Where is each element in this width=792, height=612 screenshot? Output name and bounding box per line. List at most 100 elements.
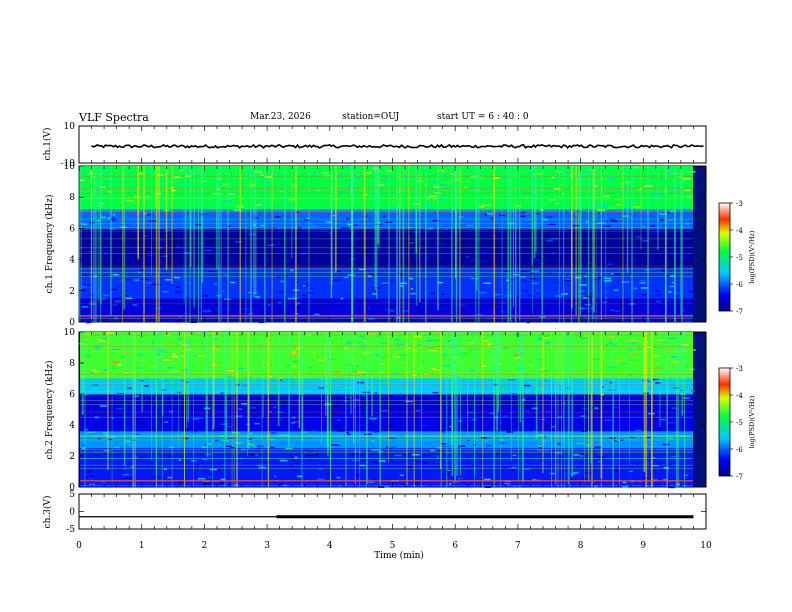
spectrogram-speckle: [644, 253, 647, 256]
spectrogram-band: [80, 166, 693, 210]
spectrogram-speckle: [379, 263, 383, 266]
spectrogram-speckle: [285, 365, 291, 367]
spectrogram-speckle: [206, 443, 213, 445]
spectrogram-speckle: [330, 420, 335, 422]
spectrogram-speckle: [487, 345, 491, 348]
spectrogram-speckle: [535, 454, 544, 457]
spectrogram-speckle: [304, 191, 311, 193]
spectrogram-speckle: [657, 169, 666, 171]
spectrogram-speckle: [468, 319, 477, 322]
spectrogram-speckle: [620, 357, 627, 360]
spectrogram-speckle: [127, 466, 131, 468]
spectrogram-speckle: [89, 472, 98, 474]
ch1-waveform-panel: [78, 125, 707, 164]
spectrogram-speckle: [238, 408, 243, 410]
spectrogram-speckle: [309, 300, 313, 303]
spectrogram-speckle: [608, 207, 616, 209]
spectrogram-speckle: [103, 231, 109, 233]
spectrogram-speckle: [105, 174, 110, 176]
spectrogram-speckle: [382, 180, 385, 183]
spectrogram-speckle: [269, 227, 277, 229]
spectrogram-speckle: [196, 464, 199, 466]
spectrogram-speckle: [581, 171, 586, 174]
spectrogram-speckle: [458, 216, 464, 218]
spectrogram-speckle: [260, 461, 267, 463]
spectrogram-speckle: [334, 384, 342, 387]
x-tick-label: 2: [202, 541, 208, 551]
spectrogram-speckle: [464, 186, 467, 189]
spectrogram-speckle: [308, 366, 313, 369]
spectrogram-speckle: [210, 312, 217, 314]
spectrogram-speckle: [81, 306, 89, 308]
spectrogram-speckle: [550, 472, 556, 475]
spectrogram-speckle: [181, 391, 184, 394]
spectrogram-speckle: [564, 312, 571, 314]
spectrogram-speckle: [671, 407, 677, 409]
spectrogram-speckle: [621, 405, 625, 408]
spectrogram-speckle: [563, 204, 569, 207]
spectrogram-speckle: [404, 176, 412, 179]
spectrogram-speckle: [292, 360, 300, 362]
spectrogram-speckle: [668, 423, 674, 425]
spectrogram-speckle: [540, 370, 548, 372]
spectrogram-speckle: [653, 229, 662, 232]
spectrogram-speckle: [214, 427, 222, 429]
spectrogram-speckle: [568, 298, 572, 301]
ch2-spectrogram-tick-label: 0: [69, 483, 75, 493]
spectrogram-speckle: [655, 376, 662, 379]
spectrogram-speckle: [585, 244, 588, 246]
spectrogram-speckle: [432, 219, 440, 222]
spectrogram-speckle: [212, 338, 218, 340]
spectrogram-speckle: [280, 368, 283, 371]
spectrogram-speckle: [648, 229, 654, 232]
spectrogram-speckle: [300, 306, 306, 308]
spectrogram-speckle: [389, 208, 397, 210]
spectrogram-speckle: [499, 483, 508, 486]
spectrogram-speckle: [586, 437, 594, 440]
spectrogram-speckle: [508, 402, 516, 405]
spectrogram-speckle: [553, 187, 561, 190]
spectrogram-speckle: [666, 275, 671, 277]
spectrogram-speckle: [380, 356, 384, 359]
spectrogram-speckle: [583, 307, 588, 310]
spectrogram-speckle: [228, 264, 236, 266]
spectrogram-speckle: [134, 279, 140, 281]
spectrogram-speckle: [112, 213, 116, 216]
spectrogram-speckle: [558, 424, 563, 426]
colorbar-tick-label: -6: [736, 446, 743, 454]
spectrogram-speckle: [630, 359, 638, 361]
spectrogram-speckle: [405, 365, 411, 367]
spectrogram-speckle: [493, 177, 500, 179]
spectrogram-speckle: [437, 265, 446, 268]
spectrogram-speckle: [398, 458, 401, 460]
spectrogram-speckle: [428, 347, 435, 349]
spectrogram-speckle: [472, 254, 476, 257]
spectrogram-speckle: [388, 280, 394, 283]
spectrogram-speckle: [309, 225, 318, 227]
spectrogram-speckle: [485, 198, 491, 201]
spectrogram-speckle: [230, 281, 236, 284]
spectrogram-speckle: [683, 320, 691, 323]
spectrogram-speckle: [343, 398, 352, 400]
colorbar-tick-label: -4: [736, 227, 743, 235]
spectrogram-speckle: [374, 392, 378, 394]
spectrogram-speckle: [630, 340, 637, 342]
spectrogram-speckle: [336, 444, 341, 447]
spectrogram-speckle: [230, 446, 235, 449]
spectrogram-speckle: [255, 464, 264, 467]
ch1-colorbar: [718, 202, 731, 312]
spectrogram-speckle: [669, 275, 676, 277]
spectrogram-speckle: [612, 274, 618, 277]
spectrogram-speckle: [529, 381, 537, 383]
spectrogram-speckle: [329, 287, 332, 290]
spectrogram-speckle: [179, 169, 184, 172]
spectrogram-speckle: [344, 386, 350, 389]
spectrogram-speckle: [672, 387, 680, 389]
spectrogram-speckle: [468, 408, 473, 410]
colorbar-tick-label: -3: [736, 200, 743, 208]
spectrogram-speckle: [562, 192, 564, 195]
spectrogram-speckle: [256, 445, 264, 447]
spectrogram-speckle: [232, 316, 236, 319]
spectrogram-speckle: [663, 467, 669, 469]
